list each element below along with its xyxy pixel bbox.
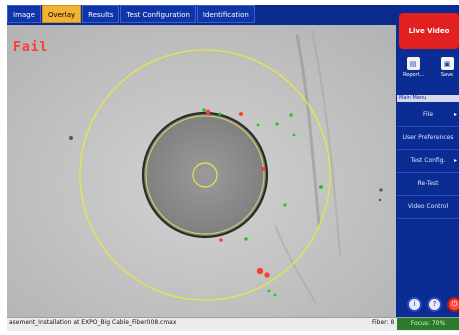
tab-bar: Image Overlay Results Test Configuration… bbox=[7, 5, 396, 23]
cladding-zone-ring bbox=[145, 115, 265, 235]
menu-item-re-test[interactable]: Re-Test bbox=[397, 173, 459, 196]
main-menu-header: Main Menu bbox=[397, 95, 459, 102]
contact-zone-ring bbox=[79, 49, 331, 301]
core-zone-ring bbox=[192, 162, 218, 188]
menu-item-label: Re-Test bbox=[417, 180, 439, 187]
test-result-label: Fail bbox=[13, 40, 49, 55]
save-button[interactable]: ▣ Save bbox=[437, 57, 457, 85]
side-panel: Live Video ▤ Report... ▣ Save Main Menu … bbox=[397, 5, 459, 317]
chevron-right-icon: ▸ bbox=[453, 157, 457, 164]
menu-item-label: Video Control bbox=[407, 203, 449, 210]
report-button[interactable]: ▤ Report... bbox=[403, 57, 425, 85]
status-bar: asement_Installation at EXPO_Big Cable_F… bbox=[7, 317, 459, 331]
fiber-inspection-app: Image Overlay Results Test Configuration… bbox=[7, 5, 459, 331]
menu-item-user-preferences[interactable]: User Preferences bbox=[397, 127, 459, 150]
fiber-endface-viewer[interactable]: Fail bbox=[7, 25, 396, 317]
toolbar-icons: ▤ Report... ▣ Save bbox=[399, 57, 459, 87]
cladding bbox=[141, 111, 269, 239]
chevron-right-icon: ▸ bbox=[453, 111, 457, 118]
live-video-button[interactable]: Live Video bbox=[399, 13, 459, 49]
tab-test-configuration[interactable]: Test Configuration bbox=[120, 5, 196, 23]
menu-item-test-config[interactable]: Test Config. ▸ bbox=[397, 150, 459, 173]
tab-identification[interactable]: Identification bbox=[196, 5, 255, 23]
focus-indicator: Focus: 70% bbox=[397, 318, 459, 330]
tab-overlay[interactable]: Overlay bbox=[41, 5, 82, 23]
tab-results[interactable]: Results bbox=[82, 5, 120, 23]
menu-item-file[interactable]: File ▸ bbox=[397, 104, 459, 127]
report-label: Report... bbox=[403, 72, 425, 78]
defect-markers bbox=[202, 108, 323, 297]
file-path: asement_Installation at EXPO_Big Cable_F… bbox=[9, 319, 177, 326]
save-label: Save bbox=[440, 72, 454, 78]
report-icon: ▤ bbox=[406, 57, 420, 70]
menu-item-video-control[interactable]: Video Control bbox=[397, 196, 459, 219]
help-button[interactable]: ? bbox=[427, 297, 442, 312]
menu-item-label: File bbox=[422, 111, 434, 118]
info-button[interactable]: i bbox=[407, 297, 422, 312]
fiber-number: Fiber: 8 bbox=[372, 319, 395, 326]
menu-item-label: Test Config. bbox=[410, 157, 446, 164]
tab-image[interactable]: Image bbox=[7, 5, 41, 23]
save-icon: ▣ bbox=[440, 57, 454, 70]
endface-image bbox=[7, 25, 396, 317]
power-button[interactable]: ⏻ bbox=[447, 297, 459, 312]
menu-item-label: User Preferences bbox=[402, 134, 454, 141]
